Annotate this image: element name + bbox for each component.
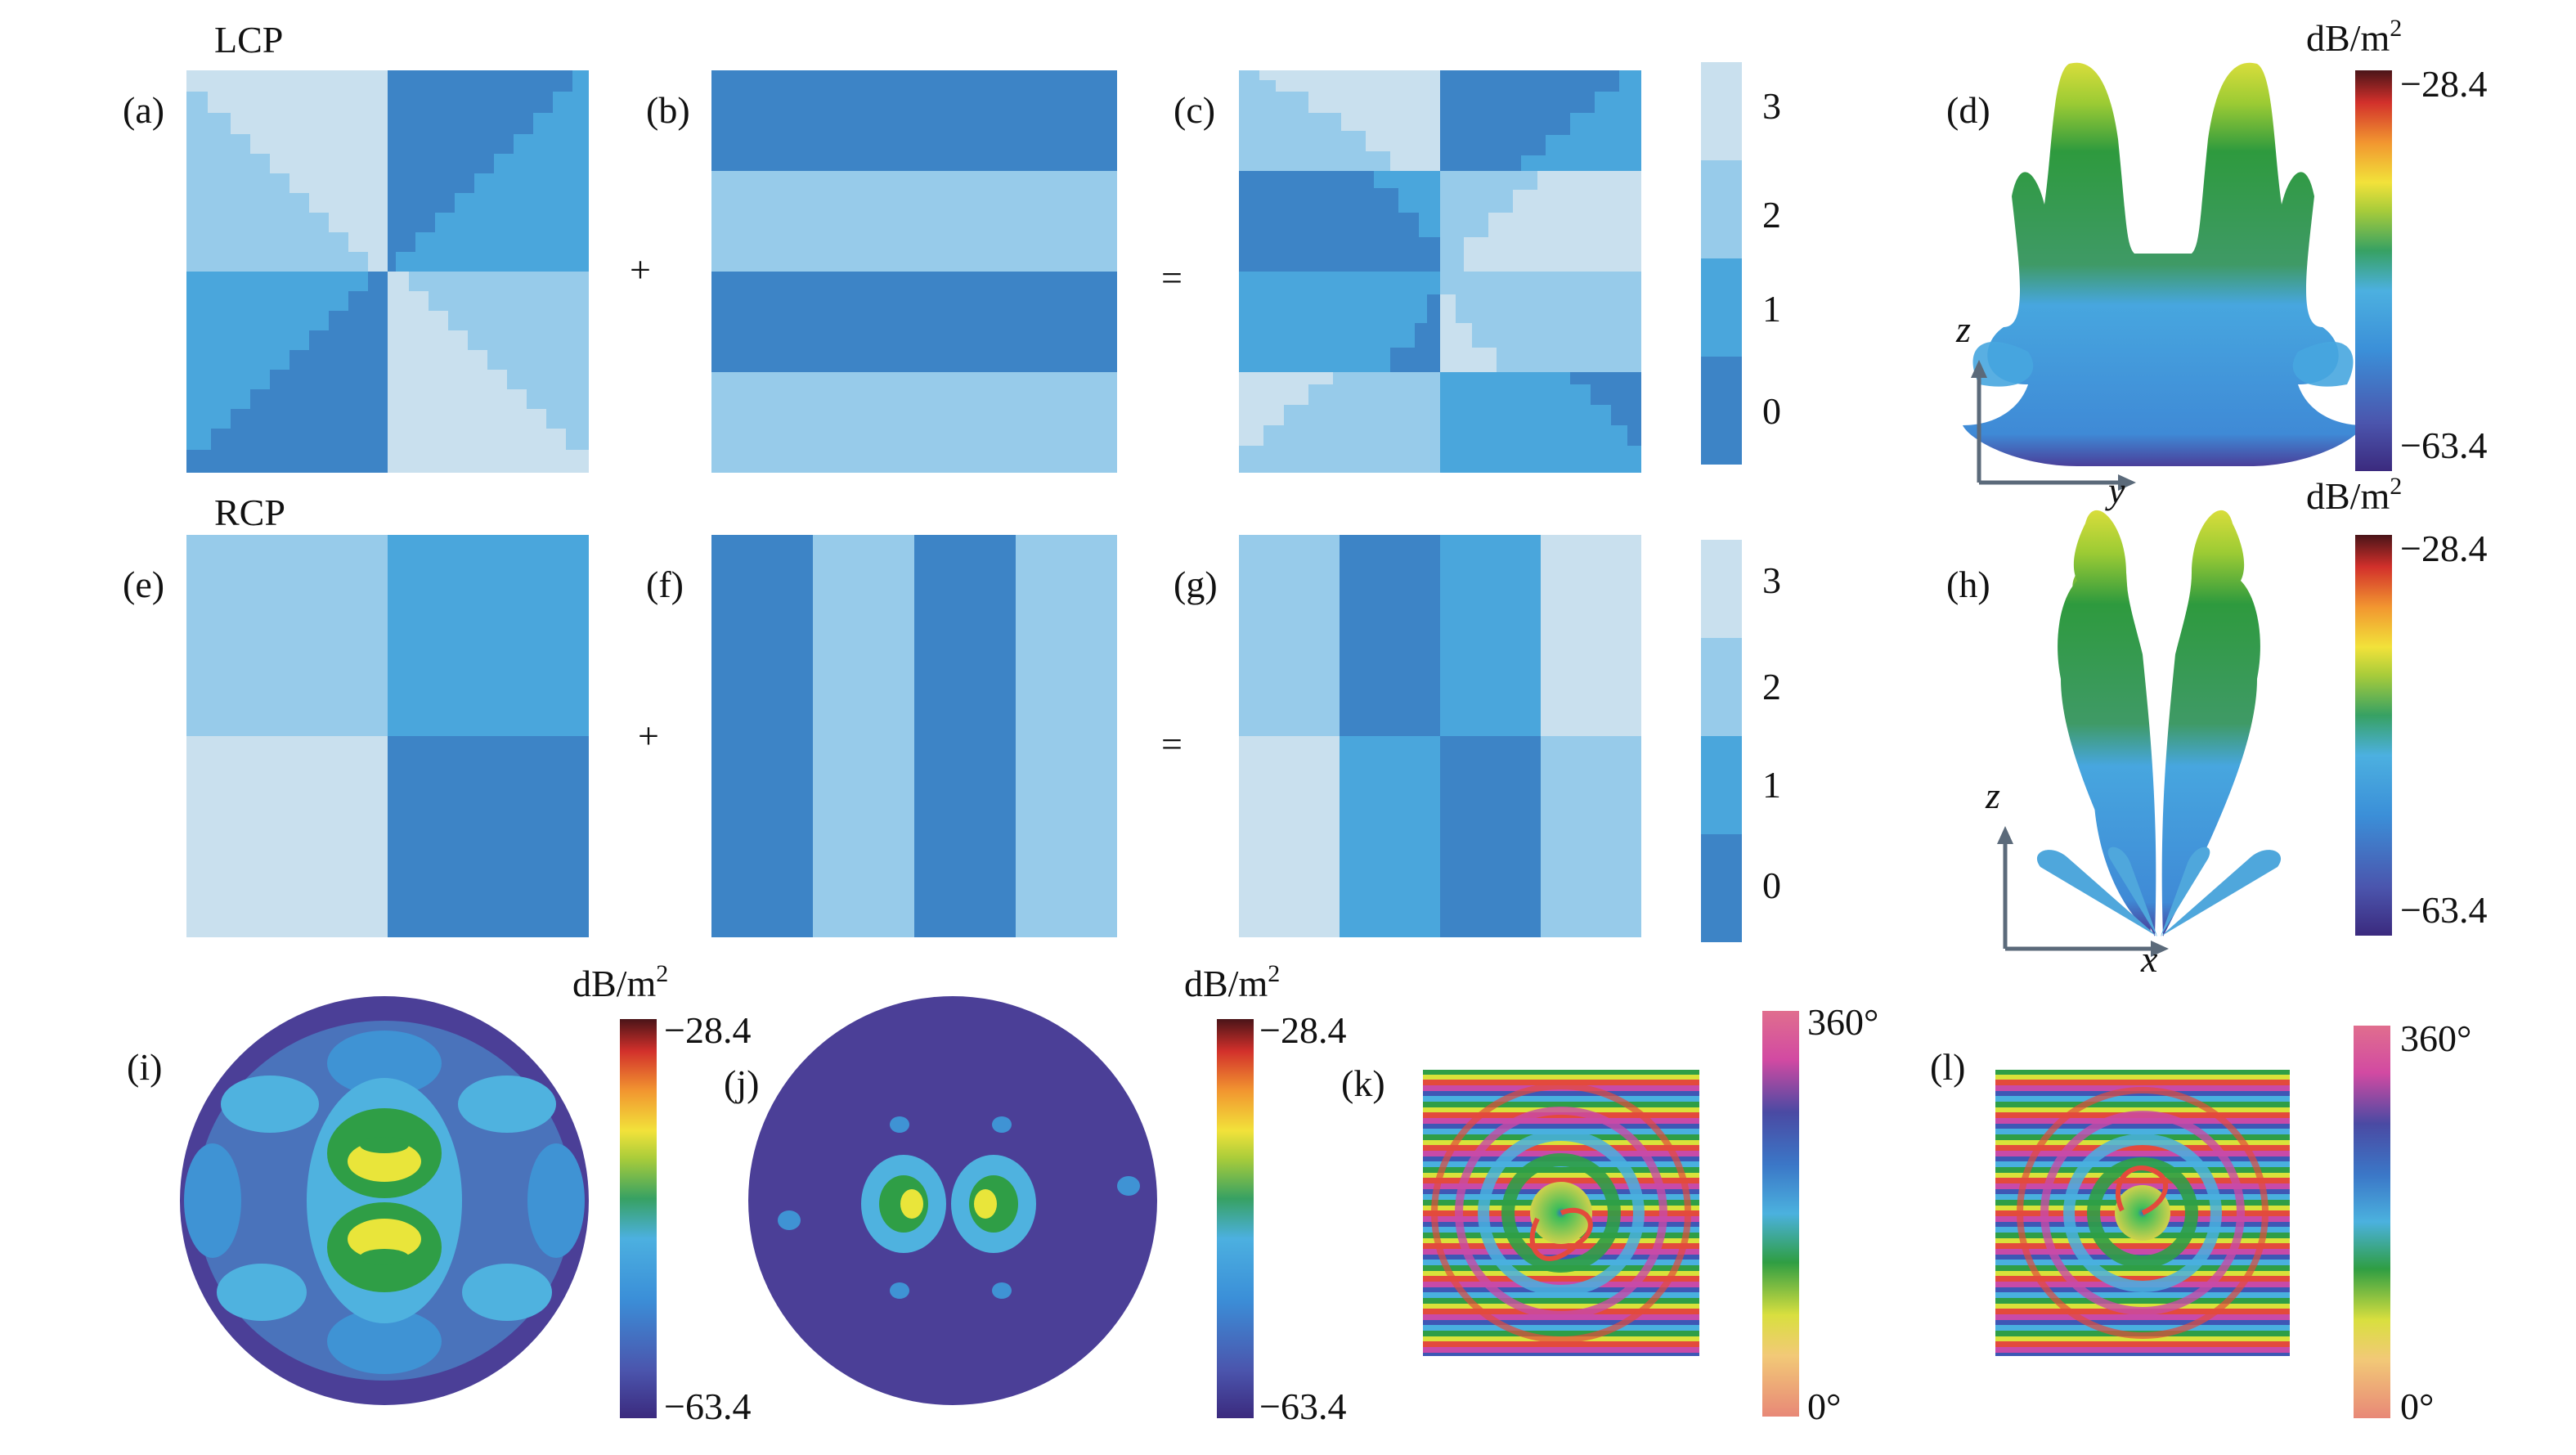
axis-y-label: y	[2105, 469, 2125, 511]
panel-l-phase-spiral	[1995, 1070, 2290, 1356]
colorbar-min: −63.4	[2400, 424, 2487, 466]
db-colorbar-i: dB/m2 −28.4 −63.4	[572, 960, 751, 1427]
tick-3: 3	[1762, 85, 1781, 127]
panel-label-b: (b)	[646, 89, 690, 131]
colorbar-unit: dB/m2	[1184, 960, 1280, 1004]
colorbar-max: −28.4	[664, 1009, 751, 1051]
panel-h-far-field-3d	[2036, 510, 2282, 936]
lcp-label: LCP	[214, 19, 283, 61]
panel-f-phase-map	[711, 535, 1117, 937]
panel-label-k: (k)	[1341, 1062, 1385, 1104]
colorbar-min: −63.4	[2400, 889, 2487, 931]
colorbar-min: −63.4	[1259, 1385, 1346, 1427]
colorbar-max: 360°	[2400, 1017, 2471, 1059]
axes-d: z y	[1955, 308, 2136, 511]
equals-operator-bottom: =	[1161, 723, 1183, 765]
tick-1: 1	[1762, 288, 1781, 330]
colorbar-min: −63.4	[664, 1385, 751, 1427]
axis-x-label: x	[2140, 938, 2158, 980]
axis-z-label: z	[1985, 775, 2000, 816]
panel-k-phase-spiral	[1423, 1070, 1699, 1356]
discrete-colorbar-bottom: 3 2 1 0	[1701, 540, 1781, 942]
panel-c-phase-map	[1239, 70, 1641, 473]
plus-operator-top: +	[630, 249, 651, 290]
db-colorbar-d: dB/m2 −28.4 −63.4	[2306, 15, 2487, 471]
tick-1: 1	[1762, 764, 1781, 806]
panel-a-phase-map	[186, 70, 589, 473]
panel-label-g: (g)	[1174, 564, 1218, 605]
panel-label-e: (e)	[123, 564, 164, 605]
phase-colorbar-l: 360° 0°	[2354, 1017, 2471, 1427]
panel-label-l: (l)	[1930, 1046, 1965, 1088]
axes-h: z x	[1985, 775, 2169, 980]
rcp-label: RCP	[214, 492, 285, 533]
tick-3: 3	[1762, 559, 1781, 601]
tick-0: 0	[1762, 390, 1781, 432]
discrete-colorbar-top: 3 2 1 0	[1701, 62, 1781, 465]
colorbar-max: −28.4	[2400, 63, 2487, 105]
tick-2: 2	[1762, 666, 1781, 707]
panel-label-h: (h)	[1946, 564, 1990, 605]
panel-b-phase-map	[711, 70, 1117, 473]
panel-i-far-field-2d	[180, 996, 589, 1405]
panel-e-phase-map	[186, 535, 589, 937]
colorbar-max: −28.4	[1259, 1009, 1346, 1051]
phase-colorbar-k: 360° 0°	[1762, 1001, 1878, 1427]
axis-z-label: z	[1955, 308, 1971, 350]
panel-label-f: (f)	[646, 564, 684, 605]
panel-label-a: (a)	[123, 89, 164, 131]
colorbar-min: 0°	[2400, 1385, 2434, 1427]
tick-0: 0	[1762, 864, 1781, 906]
equals-operator-top: =	[1161, 257, 1183, 299]
colorbar-unit: dB/m2	[2306, 473, 2402, 517]
panel-j-far-field-2d	[748, 996, 1157, 1405]
colorbar-min: 0°	[1807, 1385, 1841, 1427]
colorbar-unit: dB/m2	[2306, 15, 2402, 59]
panel-label-c: (c)	[1174, 89, 1215, 131]
plus-operator-bottom: +	[638, 715, 659, 757]
panel-label-d: (d)	[1946, 89, 1990, 131]
tick-2: 2	[1762, 194, 1781, 236]
panel-label-i: (i)	[127, 1046, 162, 1088]
db-colorbar-h: dB/m2 −28.4 −63.4	[2306, 473, 2487, 936]
panel-d-far-field-3d	[1963, 62, 2363, 466]
panel-g-phase-map	[1239, 535, 1641, 937]
colorbar-max: −28.4	[2400, 528, 2487, 569]
panel-label-j: (j)	[724, 1062, 759, 1104]
colorbar-max: 360°	[1807, 1001, 1878, 1043]
colorbar-unit: dB/m2	[572, 960, 668, 1004]
db-colorbar-j: dB/m2 −28.4 −63.4	[1184, 960, 1346, 1427]
